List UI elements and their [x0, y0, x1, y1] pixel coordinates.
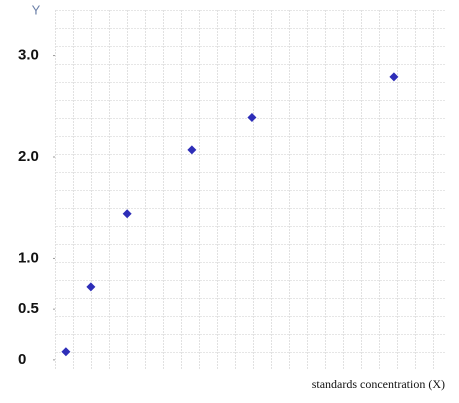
y-tick-label: 3.0 [18, 47, 39, 64]
point [122, 209, 132, 219]
grid [55, 10, 445, 370]
point [187, 145, 197, 155]
point [61, 347, 71, 357]
point [389, 72, 399, 82]
x-axis-label: standards concentration (X) [312, 377, 445, 391]
point [247, 112, 257, 122]
y-tick-label: 0 [18, 351, 26, 368]
point [86, 282, 96, 292]
y-tick-label: 2.0 [18, 148, 39, 165]
y-tick-label: 1.0 [18, 249, 39, 266]
y-tick-label: 0.5 [18, 300, 39, 317]
y-axis-label: Y [32, 2, 41, 17]
